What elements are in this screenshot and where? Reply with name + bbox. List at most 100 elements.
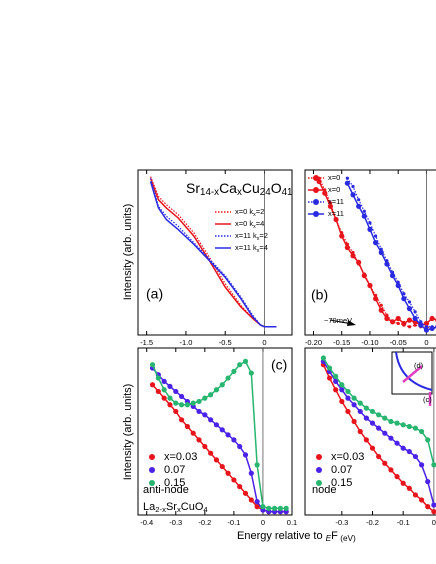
legend-marker [316, 454, 322, 460]
data-point [333, 216, 339, 223]
data-point [418, 497, 425, 503]
data-point [382, 460, 388, 466]
formula-part: Ca [219, 180, 237, 196]
data-point [373, 296, 379, 302]
data-point [382, 430, 388, 436]
legend-marker [313, 199, 319, 205]
x-tick-label: 0 [424, 338, 428, 347]
data-point [407, 300, 412, 304]
data-point [196, 398, 202, 405]
data-point [178, 393, 185, 400]
legend-label: 0.07 [164, 464, 185, 476]
legend-marker [313, 211, 319, 217]
data-point [400, 422, 406, 428]
data-point [333, 373, 339, 379]
legend-label: x=0 [328, 185, 340, 194]
x-tick-label: -0.10 [361, 338, 378, 347]
legend-label: x=0 kx=2 [235, 207, 264, 218]
data-point [361, 213, 367, 219]
data-point [173, 388, 179, 395]
cut [402, 365, 423, 383]
legend-marker [149, 480, 155, 486]
data-point [242, 358, 249, 364]
data-point [418, 322, 424, 328]
data-point [423, 320, 430, 327]
data-point [167, 395, 173, 401]
panel-label: (c) [271, 357, 287, 373]
series-line [346, 177, 436, 329]
x-tick-label: -0.5 [219, 338, 232, 347]
formula-part: Sr [186, 180, 200, 196]
data-point [231, 368, 237, 374]
legend-marker [316, 480, 322, 486]
data-point [400, 445, 406, 451]
data-point [173, 408, 179, 415]
data-point [412, 492, 419, 498]
formula-part: 41 [282, 187, 293, 198]
legend-label-part: x=0 k [235, 219, 253, 228]
legend-label: x=11 [328, 197, 344, 206]
data-point [254, 462, 260, 468]
data-point [418, 462, 425, 468]
data-point [344, 180, 350, 186]
data-point [190, 430, 196, 436]
data-point [424, 325, 429, 329]
data-point [161, 387, 167, 393]
data-point [357, 408, 363, 415]
data-point [368, 221, 372, 225]
formula-part: x [177, 505, 181, 514]
legend-label: x=0 [328, 173, 340, 182]
data-point [356, 259, 362, 265]
data-point [231, 437, 237, 443]
x-tick-label: -0.20 [305, 338, 322, 347]
data-point [401, 320, 407, 327]
data-point [350, 253, 356, 259]
data-point [202, 443, 208, 450]
data-point [389, 273, 396, 279]
data-point [412, 425, 419, 431]
plot-frame [304, 169, 436, 336]
data-point [357, 198, 361, 202]
plot-frame [137, 169, 293, 336]
inset-label: (c) [423, 395, 432, 404]
data-point [363, 405, 369, 411]
x-axis-label-part: E [326, 534, 332, 543]
formula-part: La [143, 501, 156, 513]
data-point [357, 428, 363, 435]
data-point [196, 408, 202, 415]
data-point [402, 292, 406, 296]
x-tick-label: -0.2 [198, 518, 211, 527]
data-point [208, 392, 214, 398]
data-point [237, 362, 243, 368]
series-line [318, 181, 436, 326]
formula: Sr14-xCaxCu24O41 [186, 180, 292, 198]
x-axis-label-part: F [331, 530, 338, 542]
series-line [149, 181, 277, 328]
data-point [369, 408, 376, 415]
data-point [242, 490, 249, 496]
formula-part: 24 [260, 187, 271, 198]
data-point [362, 209, 366, 213]
data-point [425, 479, 431, 485]
data-point [242, 452, 249, 458]
data-point [283, 505, 289, 511]
data-point [155, 388, 161, 395]
legend-label: 0.15 [164, 477, 185, 489]
data-point [277, 505, 283, 511]
data-point [225, 432, 231, 438]
data-point [356, 203, 362, 209]
data-point [369, 445, 376, 451]
data-point [363, 437, 369, 443]
x-tick-label: -0.3 [169, 518, 182, 527]
data-point [378, 249, 384, 256]
data-point [407, 325, 412, 329]
data-point [248, 370, 254, 376]
data-point [419, 320, 423, 324]
data-point [394, 473, 400, 480]
x-tick-label: -0.4 [140, 518, 153, 527]
x-tick-label: 0 [262, 338, 266, 347]
data-point [339, 398, 345, 405]
inset-label: (d) [414, 361, 424, 370]
data-point [271, 505, 278, 511]
data-point [345, 408, 351, 415]
